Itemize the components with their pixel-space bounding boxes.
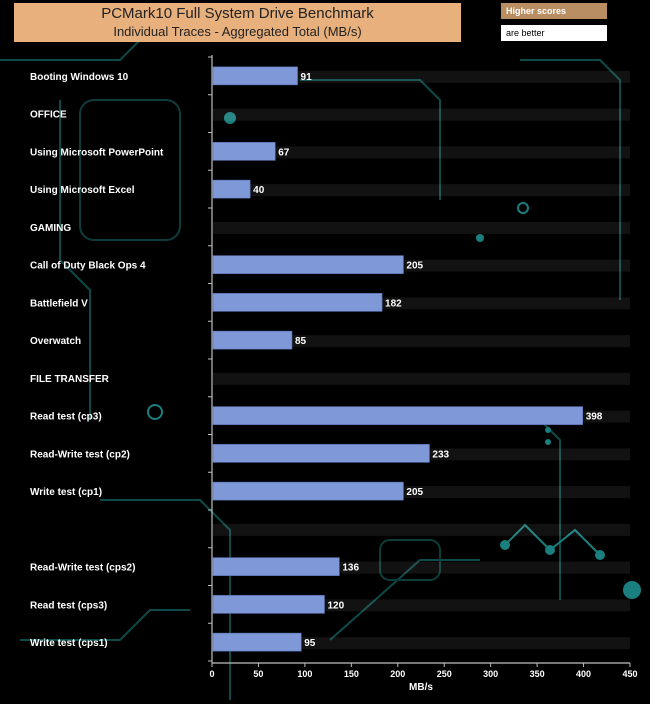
bar — [212, 66, 298, 86]
chart-subtitle: Individual Traces - Aggregated Total (MB… — [113, 24, 362, 39]
category-label: GAMING — [30, 223, 71, 234]
category-label: Read-Write test (cp2) — [30, 449, 130, 460]
circuit-line — [329, 559, 480, 641]
row-stripe — [213, 184, 630, 197]
circuit-block — [79, 99, 181, 241]
category-label: Battlefield V — [30, 298, 88, 309]
bar — [212, 481, 404, 501]
category-label: Write test (cps1) — [30, 638, 108, 649]
row-stripe — [213, 70, 630, 83]
category-label: FILE TRANSFER — [30, 374, 110, 385]
category-label: Read test (cp3) — [30, 412, 102, 423]
data-label: 95 — [304, 638, 316, 649]
category-label: Using Microsoft PowerPoint — [30, 147, 164, 158]
data-label: 205 — [406, 261, 423, 272]
x-tick-labels: 0 50 100 150 200 250 300 350 400 450 — [209, 669, 637, 679]
category-label: Read test (cps3) — [30, 600, 107, 611]
x-tick-label: 350 — [530, 669, 545, 679]
circuit-node — [623, 581, 641, 599]
category-label: Booting Windows 10 — [30, 72, 129, 83]
chart-axes — [208, 55, 631, 667]
category-label: Overwatch — [30, 336, 81, 347]
x-tick-label: 250 — [437, 669, 452, 679]
circuit-line — [0, 39, 260, 61]
circuit-line — [100, 499, 231, 700]
data-label: 205 — [406, 487, 423, 498]
data-label: 182 — [385, 298, 402, 309]
data-label: 91 — [301, 72, 313, 83]
x-tick-label: 150 — [344, 669, 359, 679]
bar — [212, 255, 404, 274]
category-label: OFFICE — [30, 110, 67, 121]
circuit-block — [379, 539, 441, 581]
data-label: 233 — [432, 449, 449, 460]
x-axis-label: MB/s — [409, 682, 433, 693]
row-stripe — [213, 372, 630, 385]
bar — [212, 632, 302, 652]
data-label: 40 — [253, 185, 265, 196]
circuit-background — [0, 39, 641, 700]
circuit-node — [595, 550, 605, 560]
circuit-line — [520, 59, 621, 300]
bar — [212, 179, 251, 199]
note-higher-scores: Higher scores — [501, 3, 607, 19]
circuit-node — [476, 234, 484, 242]
x-tick-label: 50 — [253, 669, 263, 679]
data-label: 85 — [295, 336, 307, 347]
data-label: 136 — [342, 563, 359, 574]
data-label: 120 — [327, 600, 344, 611]
data-label: 398 — [586, 412, 603, 423]
row-stripe — [213, 335, 630, 348]
row-stripe — [213, 108, 630, 121]
circuit-node — [517, 202, 529, 214]
circuit-node — [545, 439, 551, 445]
row-stripe — [213, 637, 630, 650]
circuit-node — [545, 545, 555, 555]
category-labels: Booting Windows 10 OFFICE Using Microsoft … — [30, 72, 164, 649]
circuit-line — [59, 100, 91, 420]
bar — [212, 595, 325, 614]
category-label: Using Microsoft Excel — [30, 185, 135, 196]
circuit-node — [545, 427, 551, 433]
data-label: 67 — [278, 147, 290, 158]
category-label: Call of Duty Black Ops 4 — [30, 261, 146, 272]
circuit-node — [500, 540, 510, 550]
bar — [212, 330, 293, 350]
x-tick-label: 100 — [297, 669, 312, 679]
circuit-node — [147, 404, 163, 420]
x-tick-label: 200 — [390, 669, 405, 679]
circuit-line — [300, 79, 441, 200]
bar — [212, 142, 276, 161]
bar — [212, 557, 340, 576]
note-are-better: are better — [501, 25, 607, 41]
x-tick-label: 450 — [622, 669, 637, 679]
row-stripe — [213, 146, 630, 159]
x-tick-label: 400 — [576, 669, 591, 679]
bar — [212, 293, 383, 312]
category-label: Write test (cp1) — [30, 487, 102, 498]
chart-title: PCMark10 Full System Drive Benchmark — [101, 5, 374, 22]
row-stripe — [213, 523, 630, 536]
chart-title-box: PCMark10 Full System Drive Benchmark Ind… — [14, 3, 461, 42]
row-stripe — [213, 221, 630, 234]
category-label: Read-Write test (cps2) — [30, 563, 135, 574]
x-tick-label: 300 — [483, 669, 498, 679]
circuit-node — [224, 112, 236, 124]
bar — [212, 406, 583, 425]
bars-group: 91 67 40 205 182 85 398 233 205 136 120 95 — [212, 66, 603, 652]
circuit-line — [20, 609, 190, 641]
bar — [212, 444, 430, 463]
x-tick-label: 0 — [209, 669, 214, 679]
